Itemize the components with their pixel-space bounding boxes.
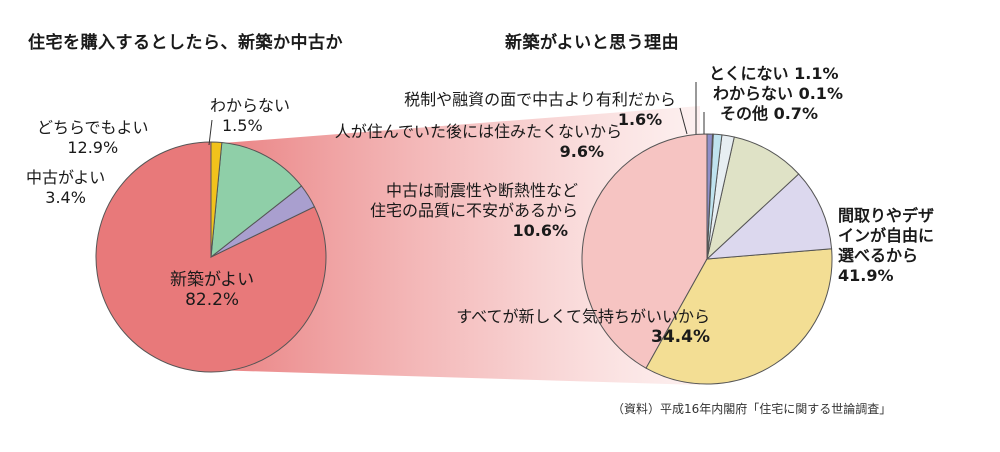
label-r-design-line1: 間取りやデザ [838, 206, 935, 225]
right-pie-slice-7 [706, 133, 714, 260]
connector-band [210, 106, 700, 385]
label-r-tax-text: 税制や融資の面で中古より有利だから [404, 90, 676, 109]
label-r-tax: 税制や融資の面で中古より有利だから 1.6% [385, 90, 695, 130]
label-left-used: 中古がよい 3.4% [26, 168, 105, 208]
source-note: （資料）平成16年内閣府「住宅に関する世論調査」 [612, 402, 892, 416]
label-r-quality-line1: 中古は耐震性や断熱性など [385, 181, 578, 200]
label-left-unknown-text: わからない [210, 96, 291, 115]
label-r-lived-pct: 9.6% [559, 142, 604, 161]
label-left-unknown: わからない 1.5% [210, 96, 290, 136]
pie-left [95, 141, 327, 373]
label-r-none: とくにない 1.1% [709, 64, 838, 84]
label-r-none-text: とくにない [709, 64, 789, 83]
label-r-other: その他 0.7% [720, 104, 818, 124]
label-r-quality-pct: 10.6% [512, 221, 568, 240]
left-pie-slice-2 [210, 141, 303, 259]
right-pie-slice-2 [705, 173, 833, 260]
label-left-used-text: 中古がよい [26, 168, 106, 187]
right-pie-slice-3 [706, 136, 800, 261]
label-r-other-text: その他 [720, 104, 769, 123]
label-r-quality-line2: 住宅の品質に不安があるから [369, 201, 578, 220]
label-left-used-pct: 3.4% [45, 188, 86, 207]
left-chart-title: 住宅を購入するとしたら、新築か中古か [28, 33, 343, 53]
left-pie-slice-3 [210, 141, 223, 258]
label-r-fresh-text: すべてが新しくて気持ちがいいから [456, 307, 710, 326]
label-r-quality: 中古は耐震性や断熱性など 住宅の品質に不安があるから 10.6% [336, 181, 578, 241]
label-r-fresh: すべてが新しくて気持ちがいいから 34.4% [420, 307, 710, 347]
label-left-unknown-pct: 1.5% [222, 116, 263, 135]
label-r-design-line2: インが自由に [838, 226, 935, 245]
label-left-either: どちらでもよい 12.9% [37, 118, 149, 158]
label-left-new-text: 新築がよい [170, 270, 255, 290]
label-left-either-pct: 12.9% [67, 138, 119, 157]
pie-right [581, 133, 833, 385]
label-r-design-line3: 選べるから [838, 246, 919, 265]
label-left-either-text: どちらでもよい [37, 118, 149, 137]
leader-line-unknown [208, 119, 213, 146]
label-left-new: 新築がよい 82.2% [170, 270, 254, 310]
leader-line-tax [679, 107, 688, 135]
right-pie-slice-0 [581, 133, 708, 369]
label-r-none-pct: 1.1% [794, 64, 839, 83]
label-r-unknown-pct: 0.1% [798, 84, 843, 103]
label-r-unknown-text: わからない [713, 84, 794, 103]
label-r-lived: 人が住んでいた後には住みたくないから 9.6% [322, 122, 622, 162]
right-chart-title: 新築がよいと思う理由 [505, 33, 680, 53]
label-left-new-pct: 82.2% [185, 290, 240, 310]
label-r-fresh-pct: 34.4% [651, 327, 710, 347]
label-r-lived-text: 人が住んでいた後には住みたくないから [334, 122, 622, 141]
right-pie-slice-1 [645, 248, 833, 385]
label-r-other-pct: 0.7% [773, 104, 818, 123]
label-r-tax-pct: 1.6% [617, 110, 663, 129]
label-r-unknown: わからない 0.1% [713, 84, 843, 104]
label-r-design-pct: 41.9% [838, 266, 894, 285]
label-r-design: 間取りやデザ インが自由に 選べるから 41.9% [838, 206, 934, 286]
